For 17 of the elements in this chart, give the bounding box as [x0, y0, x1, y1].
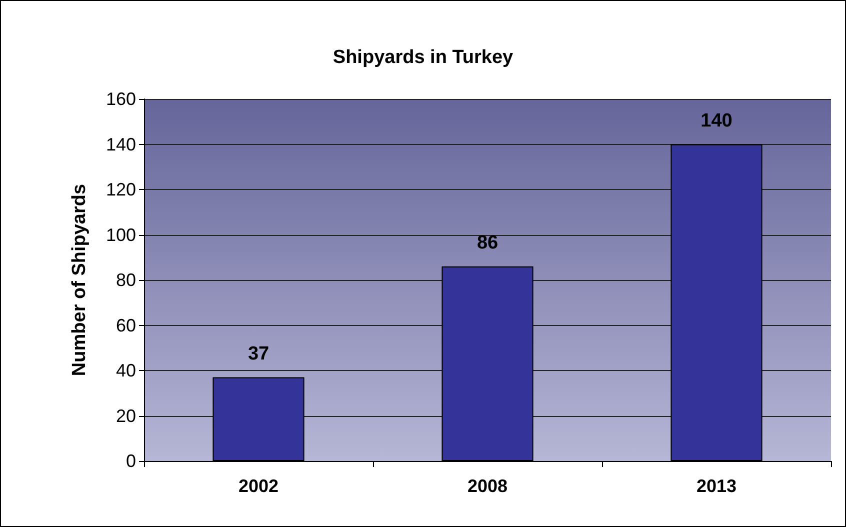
- y-axis-title: Number of Shipyards: [69, 184, 90, 376]
- y-tick-label: 120: [106, 180, 136, 200]
- y-tick-label: 160: [106, 89, 136, 109]
- y-tick-label: 0: [126, 451, 136, 471]
- data-label: 140: [700, 110, 732, 132]
- y-tick-label: 140: [106, 134, 136, 154]
- y-tick-label: 40: [116, 360, 136, 380]
- data-label: 86: [476, 232, 498, 254]
- y-tick-label: 100: [106, 224, 136, 245]
- x-tick-label: 2013: [696, 476, 737, 496]
- data-label: 37: [248, 343, 270, 364]
- y-tick-label: 60: [116, 315, 136, 336]
- x-tick-label: 2008: [467, 476, 508, 496]
- chart-title: Shipyards in Turkey: [332, 47, 514, 68]
- y-tick-label: 80: [116, 270, 136, 290]
- x-tick-label: 2002: [238, 476, 279, 496]
- y-tick-label: 20: [116, 406, 136, 426]
